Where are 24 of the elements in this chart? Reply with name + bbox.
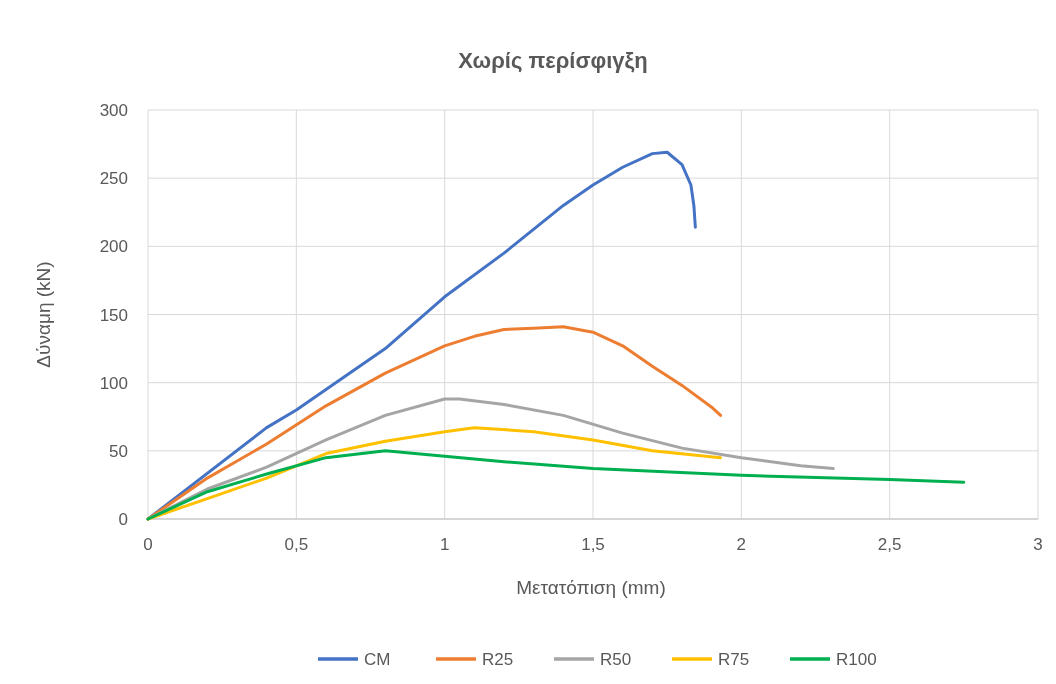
y-tick-label: 50 — [109, 441, 128, 461]
y-tick-label: 200 — [99, 237, 128, 257]
x-tick-label: 1 — [439, 535, 450, 554]
y-axis-title: Δύναμη (kN) — [33, 261, 54, 368]
x-tick-label: 0,5 — [284, 535, 309, 554]
legend-label: R25 — [482, 650, 514, 669]
x-tick-label: 3 — [1033, 535, 1043, 554]
y-tick-label: 150 — [99, 305, 128, 325]
line-series — [146, 449, 966, 521]
legend-label: R100 — [836, 650, 877, 669]
y-tick-label: 300 — [99, 101, 128, 120]
y-tick-label: 0 — [118, 510, 128, 529]
legend-label: R50 — [600, 650, 632, 669]
y-tick-label: 100 — [99, 373, 128, 393]
y-tick-label: 250 — [99, 169, 128, 189]
x-tick-label: 0 — [143, 535, 153, 554]
x-tick-label: 2,5 — [877, 535, 902, 554]
chart-title: Χωρίς περίσφιγξη — [458, 48, 648, 73]
legend-label: CM — [364, 650, 391, 669]
legend-label: R75 — [718, 650, 750, 669]
x-axis-title: Μετατόπιση (mm) — [516, 577, 666, 598]
line-series — [146, 325, 723, 521]
x-tick-label: 2 — [736, 535, 747, 554]
x-tick-label: 1,5 — [581, 535, 605, 554]
